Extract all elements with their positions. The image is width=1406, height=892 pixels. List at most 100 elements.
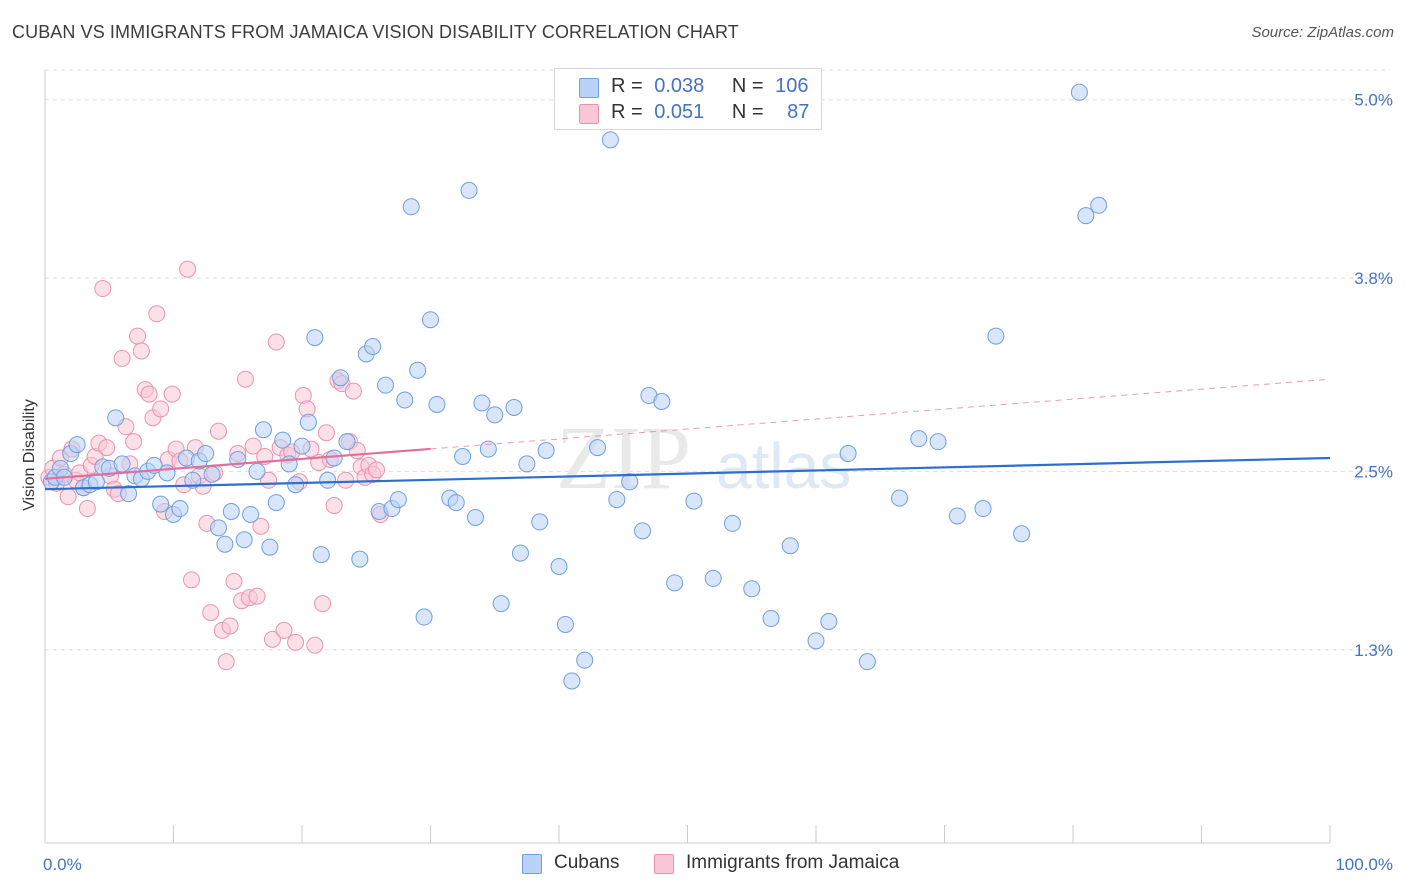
jamaica-point	[59, 488, 77, 506]
stats-legend: R = 0.038 N = 106 R = 0.051 N = 87	[554, 68, 822, 130]
cuban-point	[280, 455, 298, 473]
series-legend: Cubans Immigrants from Jamaica	[0, 852, 1406, 878]
tick-labels: 1.3% 2.5% 3.8% 5.0% 0.0% 100.0%	[43, 91, 1393, 874]
cuban-point	[287, 476, 305, 494]
cuban-point	[974, 500, 992, 518]
cuban-point	[454, 448, 472, 465]
cuban-point	[351, 550, 369, 568]
cuban-point	[319, 471, 337, 489]
cuban-point	[858, 653, 876, 671]
cuban-point	[261, 538, 279, 556]
cuban-point	[254, 421, 272, 439]
cuban-point	[891, 489, 909, 507]
cuban-point	[396, 391, 414, 409]
cuban-point	[197, 445, 215, 463]
cubans-n-value: 106	[775, 75, 809, 97]
cuban-point	[113, 455, 131, 473]
x-tick-label-min: 0.0%	[43, 855, 82, 874]
cuban-point	[910, 430, 928, 448]
cuban-point	[68, 436, 86, 454]
jamaica-point	[225, 572, 243, 590]
cuban-point	[601, 131, 619, 149]
jamaica-point	[113, 349, 131, 367]
cuban-point	[171, 500, 189, 518]
cuban-point	[306, 329, 324, 347]
cuban-point	[987, 327, 1005, 345]
chart-title: CUBAN VS IMMIGRANTS FROM JAMAICA VISION …	[12, 22, 739, 42]
cuban-point	[839, 445, 857, 463]
cuban-point	[486, 406, 504, 424]
jamaica-point	[182, 571, 200, 589]
jamaica-point	[236, 370, 254, 388]
cuban-point	[820, 613, 838, 631]
jamaica-swatch	[579, 104, 599, 124]
cuban-point	[473, 394, 491, 412]
cuban-point	[389, 491, 407, 509]
cuban-point	[576, 651, 594, 669]
cuban-point	[531, 513, 549, 531]
cuban-point	[743, 580, 761, 598]
jamaica-point	[221, 617, 239, 635]
y-axis-label: Vision Disability	[21, 399, 38, 511]
jamaica-point	[368, 461, 386, 479]
jamaica-point	[209, 422, 227, 440]
cubans-r-label: R =	[611, 75, 643, 97]
cuban-point	[589, 439, 607, 457]
jamaica-point	[325, 497, 343, 515]
cuban-point	[634, 522, 652, 540]
watermark-atlas: atlas	[716, 430, 851, 502]
cuban-point	[511, 544, 529, 562]
y-tick-label: 5.0%	[1354, 91, 1393, 110]
source-label: Source: ZipAtlas.com	[1251, 24, 1394, 41]
cuban-point	[479, 440, 497, 458]
jamaica-point	[163, 385, 181, 403]
y-tick-label: 1.3%	[1354, 641, 1393, 660]
cuban-point	[274, 431, 292, 449]
legend-label-jamaica: Immigrants from Jamaica	[686, 852, 900, 873]
jamaica-point	[140, 385, 158, 403]
jamaica-point	[287, 633, 305, 651]
cuban-point	[563, 672, 581, 690]
jamaica-point	[263, 630, 281, 648]
jamaica-point	[132, 342, 150, 360]
jamaica-point	[94, 280, 112, 298]
cuban-point	[1013, 525, 1031, 543]
jamaica-point	[275, 621, 293, 639]
jamaica-n-label: N =	[731, 101, 764, 123]
cuban-point	[107, 409, 125, 427]
jamaica-point	[317, 424, 335, 442]
cuban-point	[685, 492, 703, 510]
jamaica-point	[248, 587, 266, 605]
jamaica-point	[148, 305, 166, 323]
cuban-point	[415, 608, 433, 626]
cuban-point	[704, 569, 722, 587]
cuban-point	[929, 433, 947, 451]
legend-swatch-cubans	[522, 854, 542, 874]
cuban-point	[447, 494, 465, 512]
cuban-point	[248, 462, 266, 480]
jamaica-n-value: 87	[787, 101, 810, 123]
cuban-point	[203, 465, 221, 483]
cuban-point	[332, 369, 350, 387]
cuban-point	[209, 519, 227, 537]
y-tick-label: 2.5%	[1354, 462, 1393, 481]
cuban-point	[184, 471, 202, 489]
cuban-point	[537, 442, 555, 460]
cuban-point	[666, 574, 684, 592]
cuban-point	[299, 413, 317, 431]
jamaica-point	[152, 400, 170, 418]
cuban-trend-line	[44, 456, 1331, 491]
cuban-point	[1077, 207, 1095, 225]
cuban-point	[402, 198, 420, 216]
jamaica-point	[179, 260, 197, 278]
jamaica-point	[314, 595, 332, 613]
cuban-point	[807, 632, 825, 650]
cuban-point	[466, 508, 484, 526]
cuban-point	[781, 537, 799, 555]
jamaica-point	[306, 636, 324, 654]
cuban-point	[505, 398, 523, 416]
cuban-point	[1070, 83, 1088, 101]
cuban-point	[409, 361, 427, 379]
grid-lines	[45, 69, 1390, 651]
